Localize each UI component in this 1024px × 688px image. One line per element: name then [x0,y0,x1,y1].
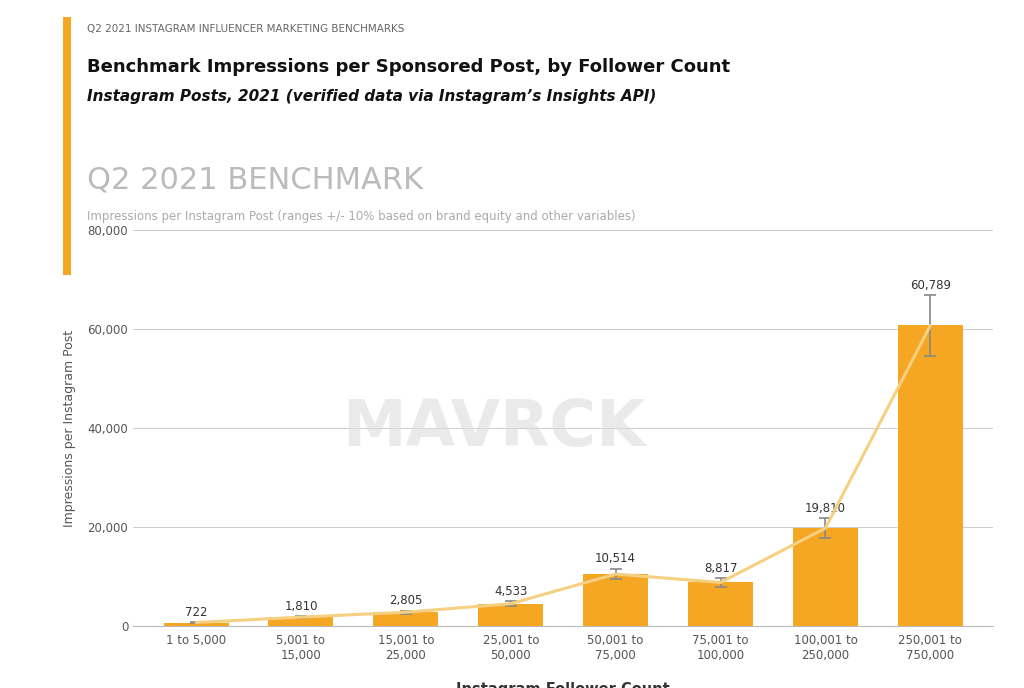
Text: 8,817: 8,817 [703,561,737,574]
Text: 722: 722 [184,605,207,619]
Text: Instagram Posts, 2021 (verified data via Instagram’s Insights API): Instagram Posts, 2021 (verified data via… [87,89,656,105]
Text: Impressions per Instagram Post (ranges +/- 10% based on brand equity and other v: Impressions per Instagram Post (ranges +… [87,210,636,223]
Bar [268,617,334,626]
Text: Benchmark Impressions per Sponsored Post, by Follower Count: Benchmark Impressions per Sponsored Post… [87,58,730,76]
Bar [898,325,963,626]
Text: Q2 2021 BENCHMARK: Q2 2021 BENCHMARK [87,165,423,194]
X-axis label: Instagram Follower Count: Instagram Follower Count [457,682,670,688]
Bar [478,603,544,626]
Y-axis label: Impressions per Instagram Post: Impressions per Instagram Post [63,330,77,527]
Bar [583,574,648,626]
Text: 19,810: 19,810 [805,502,846,515]
Bar [164,623,228,626]
Text: 10,514: 10,514 [595,552,636,566]
Bar [793,528,858,626]
Text: Q2 2021 INSTAGRAM INFLUENCER MARKETING BENCHMARKS: Q2 2021 INSTAGRAM INFLUENCER MARKETING B… [87,24,404,34]
Text: 1,810: 1,810 [285,600,317,613]
Bar [688,583,753,626]
Text: MAVRCK: MAVRCK [343,397,646,460]
Text: 60,789: 60,789 [910,279,951,292]
Text: 2,805: 2,805 [389,594,423,608]
Bar [374,612,438,626]
Text: 4,533: 4,533 [494,585,527,598]
